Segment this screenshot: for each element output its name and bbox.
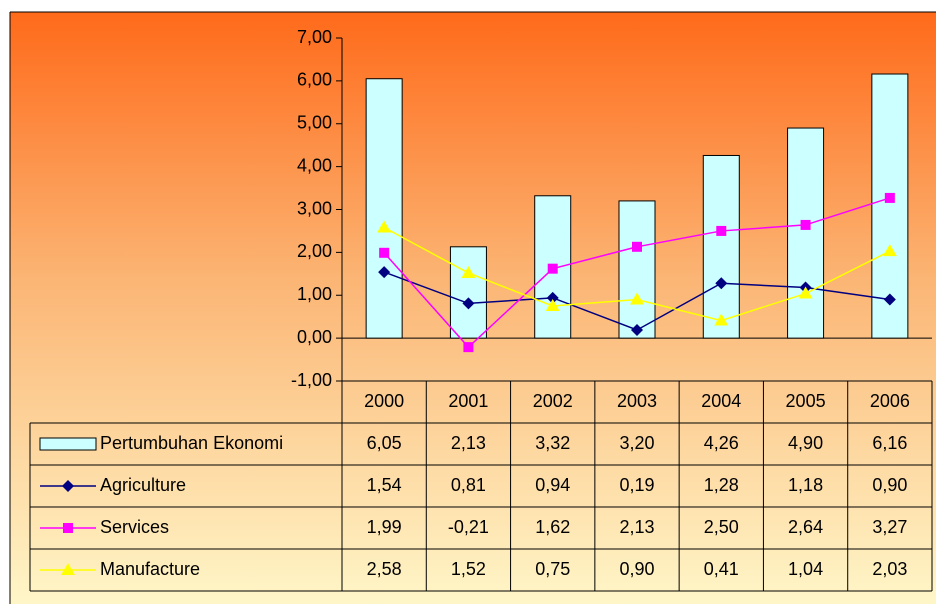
table-cell: 6,16 xyxy=(872,433,907,453)
table-cell: -0,21 xyxy=(448,517,489,537)
legend-marker xyxy=(63,523,73,533)
y-tick-label: 1,00 xyxy=(297,284,332,304)
bar xyxy=(702,154,740,339)
legend-marker xyxy=(61,563,75,575)
marker xyxy=(884,192,895,203)
y-tick-label: 5,00 xyxy=(297,113,332,133)
marker xyxy=(463,342,474,353)
x-tick-label: 2004 xyxy=(701,391,741,411)
marker xyxy=(462,297,475,310)
marker xyxy=(630,292,644,305)
table-cell: 6,05 xyxy=(367,433,402,453)
x-tick-label: 2002 xyxy=(533,391,573,411)
table-cell: 0,81 xyxy=(451,475,486,495)
table-cell: 0,90 xyxy=(619,559,654,579)
table-cell: 2,50 xyxy=(704,517,739,537)
table-cell: 0,90 xyxy=(872,475,907,495)
x-tick-label: 2003 xyxy=(617,391,657,411)
marker xyxy=(546,291,559,304)
x-tick-label: 2005 xyxy=(786,391,826,411)
table-cell: 2,13 xyxy=(451,433,486,453)
marker xyxy=(800,219,811,230)
marker xyxy=(798,286,813,299)
marker xyxy=(378,266,391,279)
y-tick-label: 0,00 xyxy=(297,327,332,347)
table-cell: 2,03 xyxy=(872,559,907,579)
legend-label: Services xyxy=(100,517,169,537)
legend-label: Manufacture xyxy=(100,559,200,579)
marker xyxy=(883,293,896,306)
table-cell: 1,99 xyxy=(367,517,402,537)
marker xyxy=(714,313,729,326)
marker xyxy=(547,263,558,274)
table-cell: 3,32 xyxy=(535,433,570,453)
bar xyxy=(787,127,825,339)
table-cell: 1,28 xyxy=(704,475,739,495)
table-cell: 1,04 xyxy=(788,559,823,579)
marker xyxy=(631,323,643,336)
x-tick-label: 2000 xyxy=(364,391,404,411)
table-cell: 4,90 xyxy=(788,433,823,453)
table-cell: 3,20 xyxy=(619,433,654,453)
x-tick-label: 2001 xyxy=(448,391,488,411)
marker xyxy=(882,244,897,257)
y-tick-label: 7,00 xyxy=(297,27,332,47)
table-cell: 0,94 xyxy=(535,475,570,495)
bar xyxy=(365,78,403,339)
table-cell: 2,58 xyxy=(367,559,402,579)
table-cell: 0,75 xyxy=(535,559,570,579)
legend-label: Pertumbuhan Ekonomi xyxy=(100,433,283,453)
y-tick-label: 2,00 xyxy=(297,241,332,261)
table-cell: 2,64 xyxy=(788,517,823,537)
table-cell: 2,13 xyxy=(619,517,654,537)
bar xyxy=(618,200,656,339)
marker xyxy=(545,298,560,311)
table-cell: 1,62 xyxy=(535,517,570,537)
legend-marker xyxy=(62,480,74,492)
table-cell: 4,26 xyxy=(704,433,739,453)
bar xyxy=(871,73,909,339)
bar xyxy=(449,246,487,339)
table-cell: 3,27 xyxy=(872,517,907,537)
marker xyxy=(461,265,476,278)
table-cell: 0,41 xyxy=(704,559,739,579)
marker xyxy=(632,241,642,252)
y-tick-label: 3,00 xyxy=(297,198,332,218)
table-cell: 1,54 xyxy=(367,475,402,495)
table-cell: 1,18 xyxy=(788,475,823,495)
table-cell: 1,52 xyxy=(451,559,486,579)
marker xyxy=(715,277,728,290)
legend-label: Agriculture xyxy=(100,475,186,495)
y-tick-label: 6,00 xyxy=(297,70,332,90)
y-tick-label: -1,00 xyxy=(291,370,332,390)
y-tick-label: 4,00 xyxy=(297,155,332,175)
marker xyxy=(379,247,390,258)
x-tick-label: 2006 xyxy=(870,391,910,411)
marker xyxy=(716,225,727,236)
marker xyxy=(377,220,392,233)
table-cell: 0,19 xyxy=(619,475,654,495)
legend-key xyxy=(39,437,97,451)
